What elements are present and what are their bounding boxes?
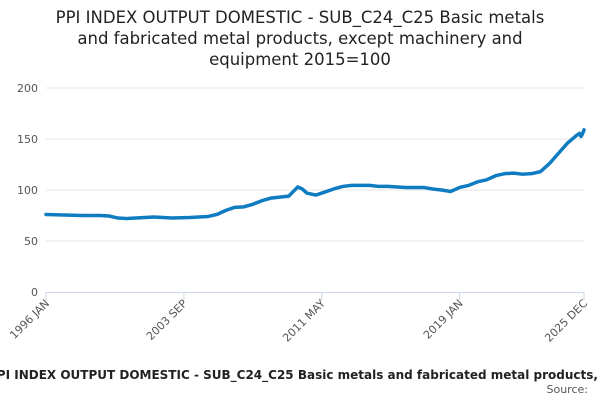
y-axis-tick-labels: 0 50 100 150 200 [17,82,38,299]
chart-title: PPI INDEX OUTPUT DOMESTIC - SUB_C24_C25 … [0,7,600,70]
chart-title-line-2: and fabricated metal products, except ma… [77,29,523,48]
x-tick-label: 1996 JAN [7,297,52,342]
y-tick-label: 50 [24,235,38,248]
chart-title-line-1: PPI INDEX OUTPUT DOMESTIC - SUB_C24_C25 … [55,8,545,27]
y-tick-label: 150 [17,133,38,146]
x-tick-label: 2025 DEC [542,297,590,345]
series-line-0 [44,128,586,221]
x-tick-label: 2003 SEP [144,297,190,343]
legend-series-label: PPI INDEX OUTPUT DOMESTIC - SUB_C24_C25 … [0,368,600,382]
legend: PPI INDEX OUTPUT DOMESTIC - SUB_C24_C25 … [0,366,600,384]
source-label: Source: [546,383,589,396]
chart-title-line-3: equipment 2015=100 [209,50,391,69]
gridlines [46,87,584,242]
series-layer [44,128,586,221]
y-tick-label: 0 [31,286,38,299]
y-tick-label: 200 [17,82,38,95]
y-tick-label: 100 [17,184,38,197]
x-tick-label: 2011 MAY [280,297,328,345]
x-axis-tick-labels: 1996 JAN 2003 SEP 2011 MAY 2019 JAN 2025 DEC [7,297,590,345]
x-axis [45,292,585,300]
x-tick-label: 2019 JAN [421,297,466,342]
